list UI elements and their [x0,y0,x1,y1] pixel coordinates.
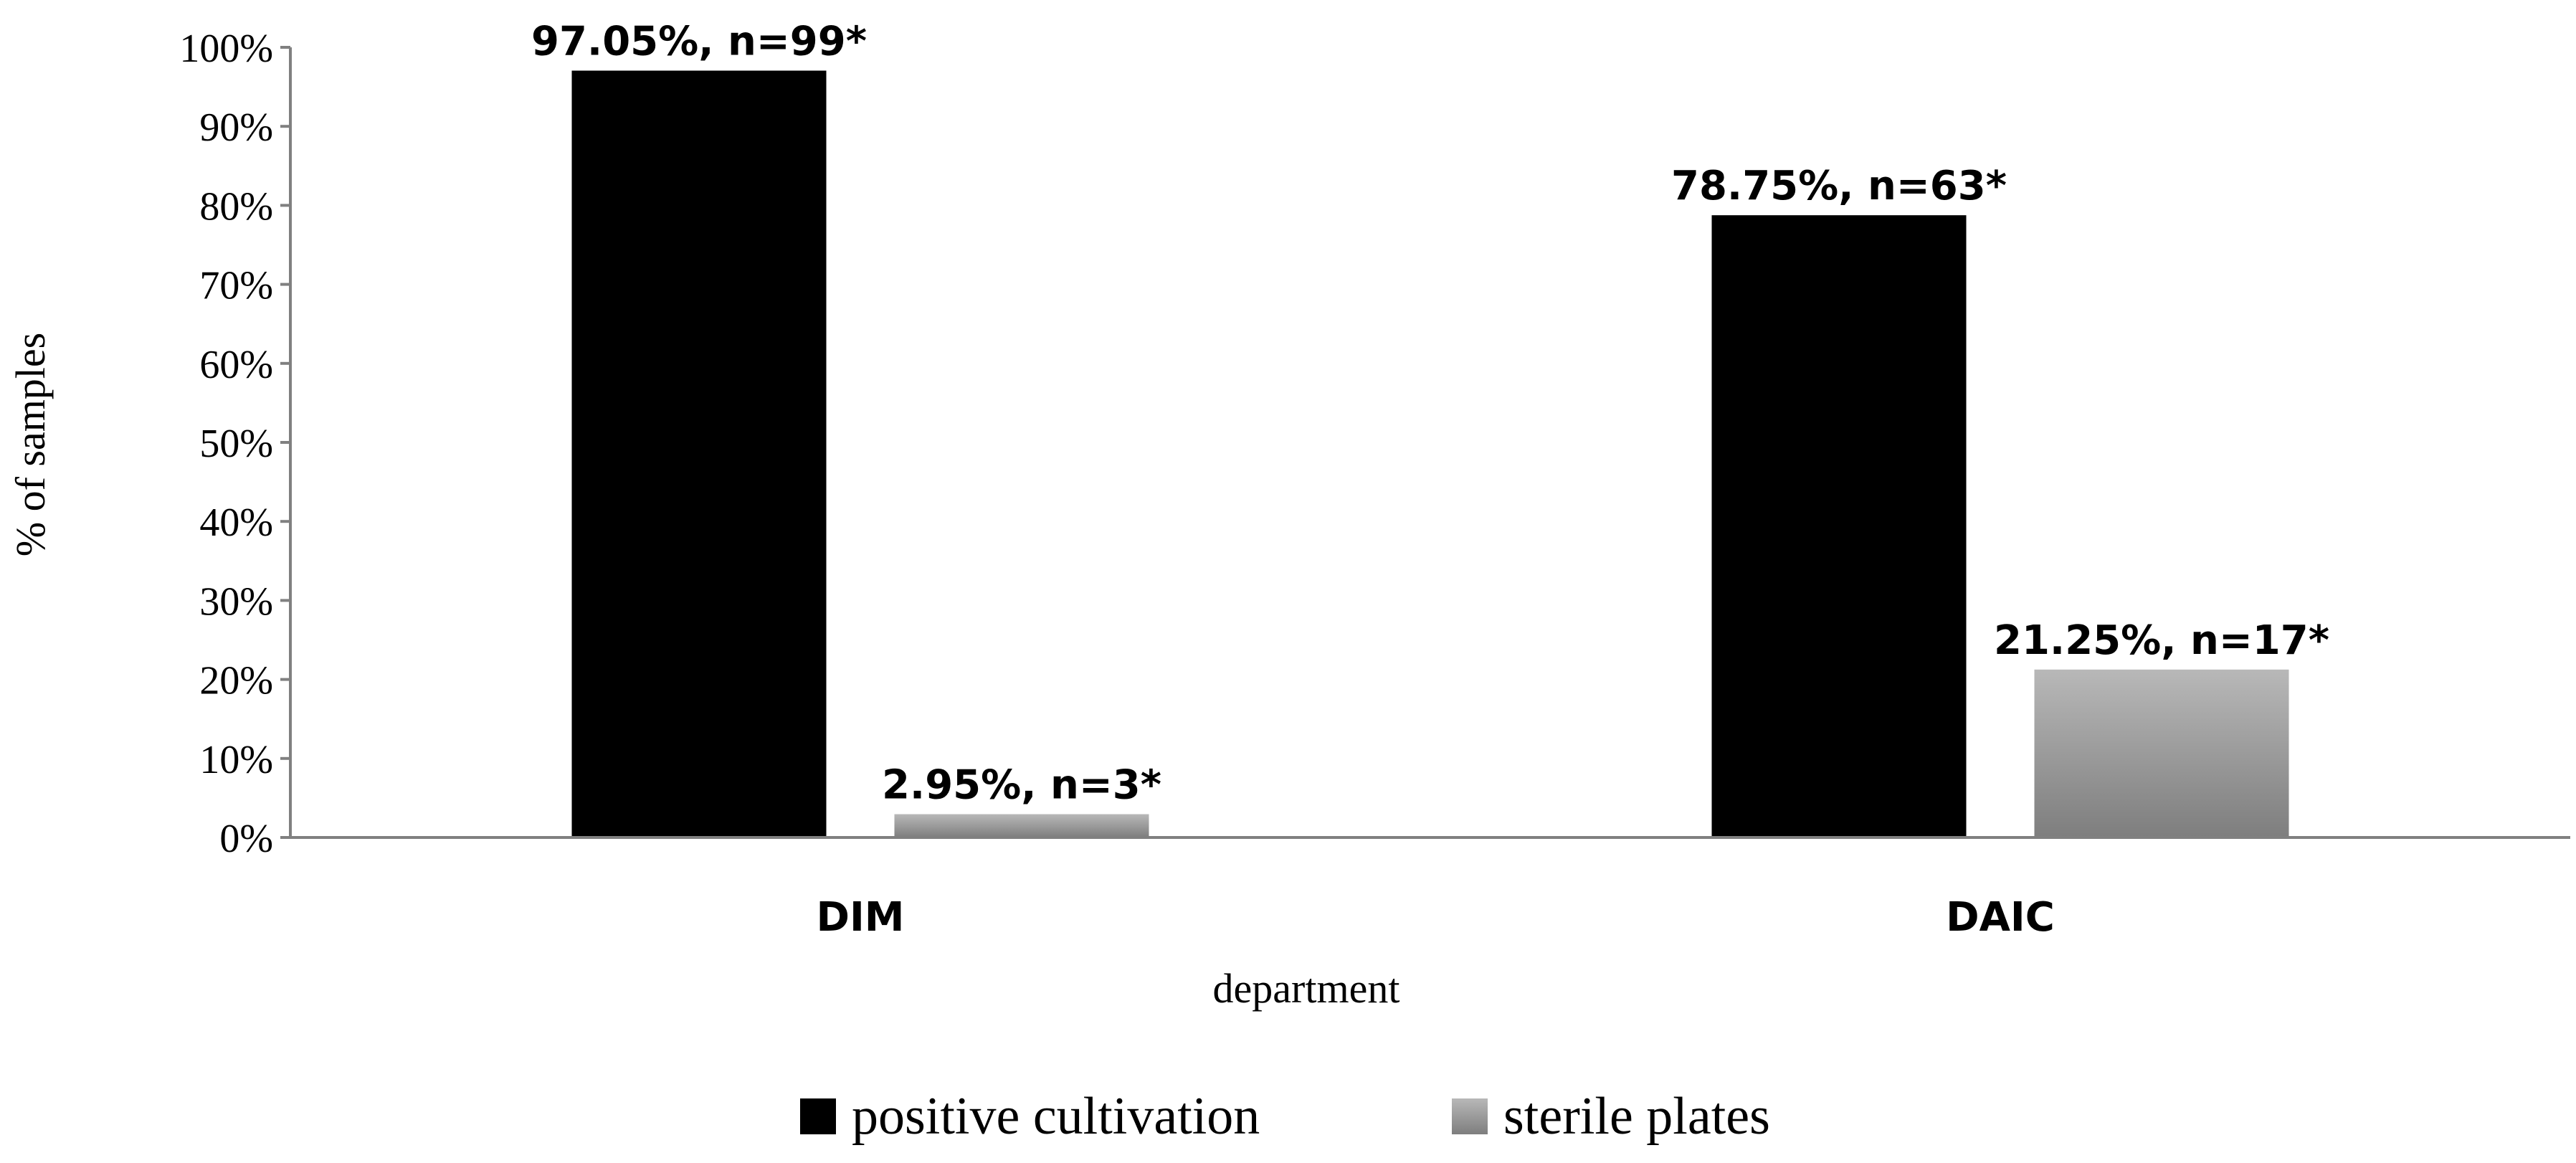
legend: positive cultivation sterile plates [800,1087,1770,1146]
y-tick-label: 0% [219,817,273,861]
y-tick-label: 100% [179,27,273,71]
bar-sterile-plates-daic [2034,669,2289,837]
data-label: 21.25%, n=17* [1994,617,2329,664]
y-tick-label: 60% [199,343,273,387]
y-tick-label: 10% [199,738,273,782]
y-tick-label: 50% [199,422,273,466]
y-tick-label: 70% [199,264,273,308]
legend-swatch [1452,1098,1488,1134]
data-label: 2.95%, n=3* [882,761,1161,808]
y-tick-label: 90% [199,105,273,150]
data-labels-group: 97.05%, n=99* 2.95%, n=3* 78.75%, n=63* 21.… [531,19,2329,809]
y-axis-ticks: 0% 10% 20% 30% 40% 50% 60% 70% 80% 90% 100% [179,27,290,861]
legend-label: sterile plates [1503,1087,1770,1146]
bars-group [571,70,2289,837]
data-label: 97.05%, n=99* [531,19,867,65]
x-axis-title: department [1213,965,1400,1012]
y-tick-label: 40% [199,500,273,545]
y-tick-label: 20% [199,659,273,703]
bar-sterile-plates-dim [894,814,1149,837]
data-label: 78.75%, n=63* [1671,163,2007,209]
bar-positive-cultivation-dim [571,70,827,837]
y-axis-title: % of samples [7,333,54,557]
legend-swatch [800,1098,836,1134]
x-category-label: DIM [816,894,904,941]
x-category-label: DAIC [1946,894,2055,941]
category-labels: DIM DAIC [816,894,2054,941]
y-tick-label: 30% [199,579,273,624]
legend-label: positive cultivation [852,1087,1260,1146]
bar-positive-cultivation-daic [1711,215,1967,837]
y-tick-label: 80% [199,184,273,229]
axes [289,47,2570,839]
